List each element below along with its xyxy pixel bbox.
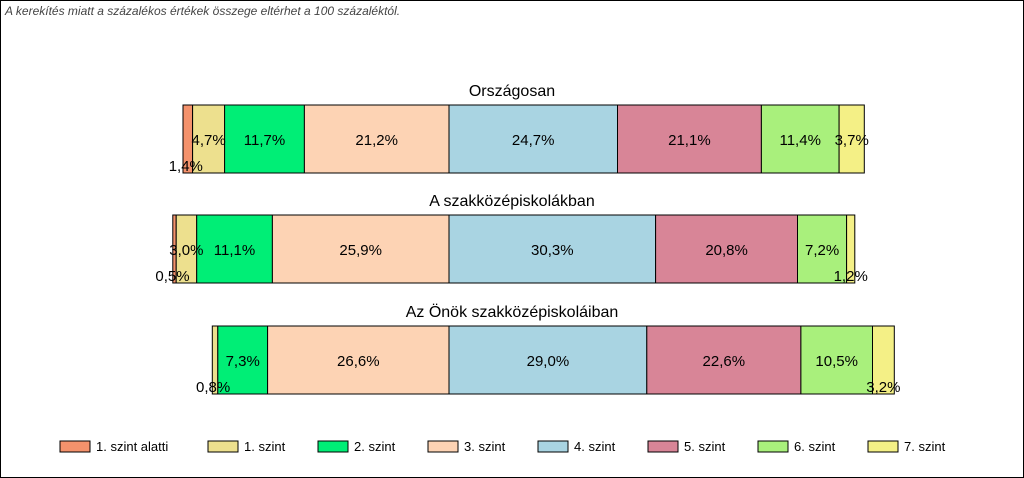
- bar-segment: [655, 214, 798, 284]
- bar-segment: [224, 104, 305, 174]
- legend-label: 2. szint: [354, 439, 396, 454]
- data-label: 3,2%: [866, 379, 900, 396]
- bar-segment: [797, 214, 848, 284]
- legend: 1. szint alatti 1. szint 2. szint 3. szint 4…: [59, 439, 946, 454]
- bar-segment: [760, 104, 840, 174]
- legend-swatch: [207, 440, 239, 453]
- data-label: 26,6%: [337, 353, 380, 370]
- legend-item: 5. szint: [647, 439, 726, 454]
- data-label: 21,2%: [355, 132, 398, 149]
- legend-swatch: [537, 440, 569, 453]
- data-label: 30,3%: [531, 242, 574, 259]
- rounding-note: A kerekítés miatt a százalékos értékek ö…: [5, 4, 401, 18]
- legend-item: 1. szint: [207, 439, 286, 454]
- bar-segment: [872, 325, 895, 395]
- data-label: 10,5%: [815, 353, 858, 370]
- bar-title: Az Önök szakközépiskoláiban: [406, 303, 619, 321]
- legend-label: 1. szint: [244, 439, 286, 454]
- data-label: 22,6%: [703, 353, 746, 370]
- bar-title: Országosan: [469, 83, 555, 100]
- bar-segment: [448, 214, 657, 284]
- legend-swatch: [59, 440, 91, 453]
- data-label: 29,0%: [527, 353, 570, 370]
- legend-label: 3. szint: [464, 439, 506, 454]
- legend-item: 4. szint: [537, 439, 616, 454]
- data-label: 21,1%: [668, 132, 711, 149]
- legend-item: 6. szint: [757, 439, 836, 454]
- legend-item: 3. szint: [427, 439, 506, 454]
- data-label: 11,4%: [779, 132, 820, 149]
- legend-item: 1. szint alatti: [59, 439, 168, 454]
- data-label: 7,2%: [805, 242, 839, 259]
- legend-swatch: [757, 440, 789, 453]
- legend-label: 4. szint: [574, 439, 616, 454]
- data-label: 25,9%: [339, 242, 382, 259]
- data-label: 24,7%: [512, 132, 555, 149]
- data-label: 11,7%: [244, 132, 285, 149]
- bar-segment: [448, 104, 618, 174]
- bar-title: A szakközépiskolákban: [429, 193, 594, 210]
- legend-item: 2. szint: [317, 439, 396, 454]
- legend-label: 1. szint alatti: [96, 439, 168, 454]
- data-label: 4,7%: [191, 132, 225, 149]
- data-label: 20,8%: [705, 242, 748, 259]
- data-label: 0,8%: [196, 379, 230, 396]
- legend-label: 5. szint: [684, 439, 726, 454]
- legend-label: 6. szint: [794, 439, 836, 454]
- legend-swatch: [647, 440, 679, 453]
- bar-row-2: A szakközépiskolákban 0,5% 3,0% 11,1% 25,9% 3…: [155, 193, 867, 285]
- legend-swatch: [427, 440, 459, 453]
- data-label: 11,1%: [214, 242, 255, 259]
- bar-segment: [267, 325, 450, 395]
- data-label: 0,5%: [155, 268, 189, 285]
- bar-segment: [448, 325, 648, 395]
- legend-swatch: [317, 440, 349, 453]
- data-label: 3,7%: [835, 132, 869, 149]
- bar-row-3: Az Önök szakközépiskoláiban 0,8% 7,3% 26,6%…: [196, 303, 901, 396]
- legend-label: 7. szint: [904, 439, 946, 454]
- bar-segment: [196, 214, 273, 284]
- bar-row-1: Országosan 1,4% 4,7% 11,7% 21,2% 24,7% 21,1% 11…: [169, 83, 869, 175]
- data-label: 7,3%: [226, 353, 260, 370]
- bar-segment: [800, 325, 874, 395]
- legend-item: 7. szint: [867, 439, 946, 454]
- bar-segment: [217, 325, 269, 395]
- legend-swatch: [867, 440, 899, 453]
- bar-segment: [646, 325, 802, 395]
- bar-segment: [617, 104, 762, 174]
- bar-segment: [303, 104, 450, 174]
- bar-segment: [838, 104, 865, 174]
- data-label: 1,2%: [834, 268, 868, 285]
- data-label: 1,4%: [169, 158, 203, 175]
- bar-segment: [846, 214, 856, 284]
- data-label: 3,0%: [169, 242, 203, 259]
